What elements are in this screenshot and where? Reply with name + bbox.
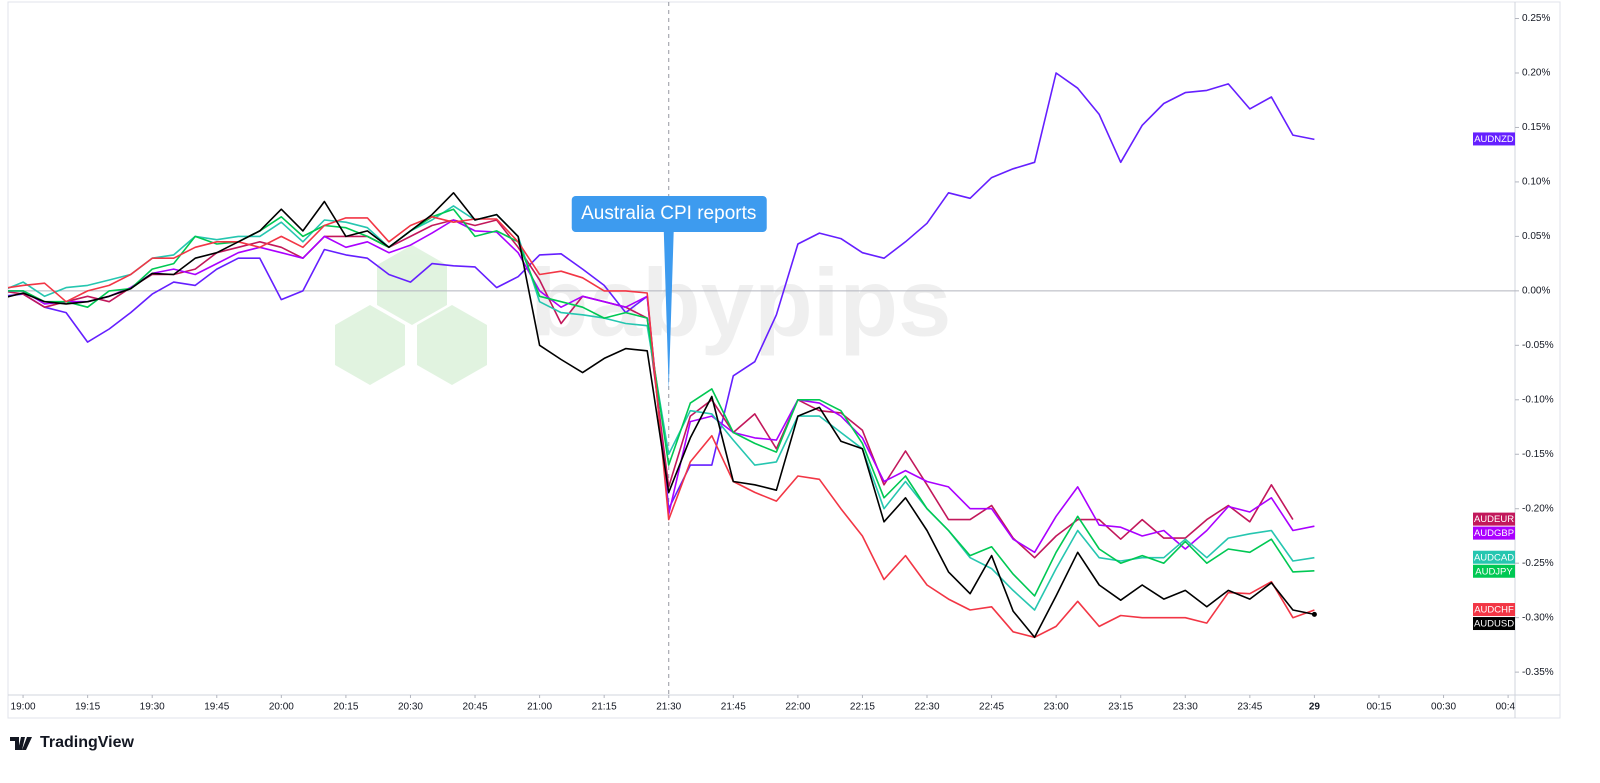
series-line [8,192,1315,639]
x-tick-label: 23:30 [1173,702,1198,713]
x-tick-label: 20:00 [269,702,294,713]
x-tick-label: 21:00 [527,702,552,713]
y-tick-label: -0.35% [1522,667,1554,678]
x-tick-label: 22:45 [979,702,1004,713]
series-label-bg [1473,132,1515,146]
x-tick-label: 00:45 [1496,702,1521,713]
series-label-bg [1473,526,1515,540]
brand-text: TradingView [40,734,135,751]
x-tick-label: 19:45 [204,702,229,713]
annotation-text: Australia CPI reports [581,203,756,224]
x-tick-label: 22:00 [785,702,810,713]
x-tick-label: 22:15 [850,702,875,713]
y-tick-label: -0.10% [1522,394,1554,405]
series-label: AUDEUR [1474,514,1514,525]
plot [8,2,1515,695]
watermark: babypips [530,249,951,356]
x-tick-label: 20:45 [463,702,488,713]
x-tick-label: 23:15 [1108,702,1133,713]
x-tick-label: 21:45 [721,702,746,713]
annotation-pointer [663,230,674,390]
x-tick-label: 19:00 [11,702,36,713]
x-tick-label: 19:30 [140,702,165,713]
y-tick-label: 0.00% [1522,285,1550,296]
last-point [1311,611,1317,617]
x-tick-label: 22:30 [914,702,939,713]
x-tick-label: 23:45 [1237,702,1262,713]
x-tick-label: 19:15 [75,702,100,713]
x-tick-label: 20:30 [398,702,423,713]
chart-frame [7,1,1561,719]
y-tick-label: 0.10% [1522,177,1550,188]
x-tick-label: 20:15 [333,702,358,713]
series-label: AUDJPY [1475,566,1513,577]
y-tick-label: 0.05% [1522,231,1550,242]
y-tick-label: 0.25% [1522,13,1550,24]
y-tick-label: -0.20% [1522,503,1554,514]
x-tick-label: 23:00 [1044,702,1069,713]
y-tick-label: 0.20% [1522,68,1550,79]
series-label: AUDCAD [1474,552,1514,563]
annotation-box [571,196,767,232]
series-label: AUDNZD [1474,134,1514,145]
x-tick-label: 00:30 [1431,702,1456,713]
y-tick-label: -0.05% [1522,340,1554,351]
series-label-bg [1473,603,1515,617]
series-label-bg [1473,564,1515,578]
x-tick-label: 21:15 [592,702,617,713]
x-tick-label: 00:15 [1366,702,1391,713]
y-tick-label: -0.15% [1522,449,1554,460]
time-axis: 19:00 19:15 19:30 19:45 20:00 20:15 20:30 20:45… [11,702,1521,713]
series-label-bg [1473,550,1515,564]
brand: TradingView [10,734,135,751]
series-label-bg [1473,512,1515,526]
series-label: AUDGBP [1474,528,1514,539]
series-label: AUDUSD [1474,619,1514,630]
series-line [8,208,1315,597]
series-label: AUDCHF [1474,605,1514,616]
x-tick-label: 29 [1309,702,1321,713]
series-line [8,216,1315,639]
x-tick-label: 21:30 [656,702,681,713]
y-tick-label: -0.30% [1522,612,1554,623]
series-label-bg [1473,617,1515,631]
y-tick-label: 0.15% [1522,122,1550,133]
y-tick-label: -0.25% [1522,558,1554,569]
